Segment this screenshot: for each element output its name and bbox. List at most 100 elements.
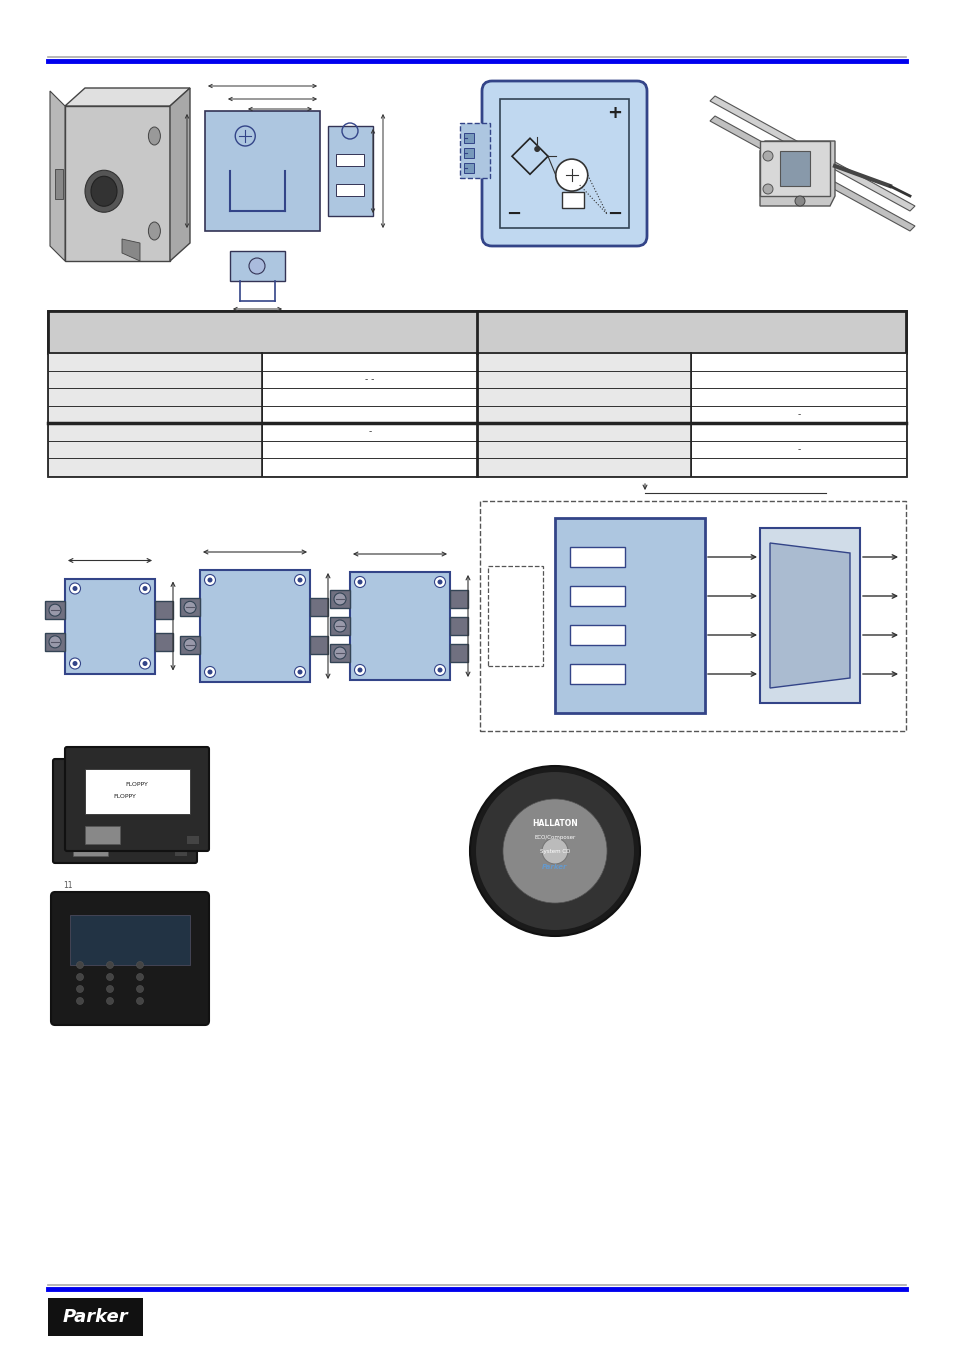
Bar xyxy=(476,370,691,388)
Bar xyxy=(350,571,450,680)
Bar xyxy=(262,370,476,388)
Circle shape xyxy=(107,997,113,1005)
Text: -: - xyxy=(797,409,800,419)
FancyBboxPatch shape xyxy=(53,759,196,863)
Text: ECO/Composer: ECO/Composer xyxy=(534,835,575,839)
Circle shape xyxy=(334,593,346,605)
Bar xyxy=(479,501,905,731)
Ellipse shape xyxy=(91,176,117,207)
Circle shape xyxy=(437,667,442,673)
Ellipse shape xyxy=(149,222,160,240)
FancyBboxPatch shape xyxy=(481,81,646,246)
Circle shape xyxy=(502,798,606,902)
Bar xyxy=(691,440,905,458)
Circle shape xyxy=(76,997,84,1005)
Circle shape xyxy=(476,771,634,929)
Circle shape xyxy=(139,658,151,669)
Bar xyxy=(691,370,905,388)
Bar xyxy=(187,836,199,844)
Bar xyxy=(450,617,468,635)
Circle shape xyxy=(136,974,143,981)
Text: FLOPPY: FLOPPY xyxy=(113,793,136,798)
Bar xyxy=(476,405,691,423)
Bar xyxy=(85,769,190,815)
Bar xyxy=(70,915,190,965)
Bar xyxy=(691,423,905,440)
Circle shape xyxy=(72,661,77,666)
Circle shape xyxy=(355,577,365,588)
Circle shape xyxy=(76,985,84,993)
Text: +: + xyxy=(607,104,622,122)
Bar xyxy=(48,405,262,423)
Bar xyxy=(48,388,262,405)
Circle shape xyxy=(297,670,302,674)
Circle shape xyxy=(72,586,77,590)
Circle shape xyxy=(294,666,305,677)
Circle shape xyxy=(136,985,143,993)
Bar xyxy=(463,149,474,158)
Bar xyxy=(262,405,476,423)
Bar xyxy=(310,636,328,654)
Bar xyxy=(73,781,178,825)
Bar xyxy=(488,566,542,666)
Circle shape xyxy=(357,580,362,585)
Bar xyxy=(48,458,262,476)
Ellipse shape xyxy=(149,127,160,145)
Text: −: − xyxy=(506,205,521,223)
Text: -: - xyxy=(368,427,371,436)
Circle shape xyxy=(556,159,587,190)
Bar xyxy=(463,163,474,173)
Circle shape xyxy=(136,997,143,1005)
Bar xyxy=(45,632,65,651)
Bar xyxy=(55,169,63,199)
Bar xyxy=(262,388,476,405)
Bar xyxy=(48,1298,143,1336)
Text: FLOPPY: FLOPPY xyxy=(126,781,149,786)
Circle shape xyxy=(136,962,143,969)
Bar xyxy=(463,132,474,143)
Bar xyxy=(476,458,691,476)
Bar xyxy=(330,644,350,662)
Text: 11: 11 xyxy=(63,881,72,890)
Bar xyxy=(262,440,476,458)
Bar xyxy=(48,370,262,388)
Polygon shape xyxy=(122,239,140,261)
Bar xyxy=(262,458,476,476)
Circle shape xyxy=(184,601,195,613)
Text: Parker: Parker xyxy=(63,1308,128,1325)
Bar xyxy=(476,423,691,440)
Polygon shape xyxy=(709,116,914,231)
Circle shape xyxy=(434,665,445,676)
Circle shape xyxy=(142,661,148,666)
Circle shape xyxy=(107,974,113,981)
FancyBboxPatch shape xyxy=(65,747,209,851)
Bar xyxy=(180,598,200,616)
Text: - -: - - xyxy=(365,374,374,384)
Bar xyxy=(328,126,373,216)
Bar xyxy=(499,99,628,228)
Bar xyxy=(330,590,350,608)
Polygon shape xyxy=(769,543,849,688)
Bar xyxy=(760,141,829,196)
Bar xyxy=(780,151,809,186)
Bar xyxy=(476,353,691,370)
Bar xyxy=(48,311,905,476)
Circle shape xyxy=(139,584,151,594)
Circle shape xyxy=(184,639,195,651)
Circle shape xyxy=(70,658,80,669)
Bar xyxy=(174,848,187,857)
Bar xyxy=(65,578,154,674)
Bar xyxy=(569,547,624,567)
Bar xyxy=(691,458,905,476)
Text: -: - xyxy=(797,444,800,454)
Bar xyxy=(48,353,262,370)
Polygon shape xyxy=(50,91,65,261)
Circle shape xyxy=(437,580,442,585)
Polygon shape xyxy=(65,88,190,105)
Circle shape xyxy=(294,574,305,585)
Bar xyxy=(45,601,65,619)
Circle shape xyxy=(357,667,362,673)
Bar xyxy=(569,663,624,684)
Circle shape xyxy=(107,985,113,993)
Text: System CD: System CD xyxy=(539,848,570,854)
